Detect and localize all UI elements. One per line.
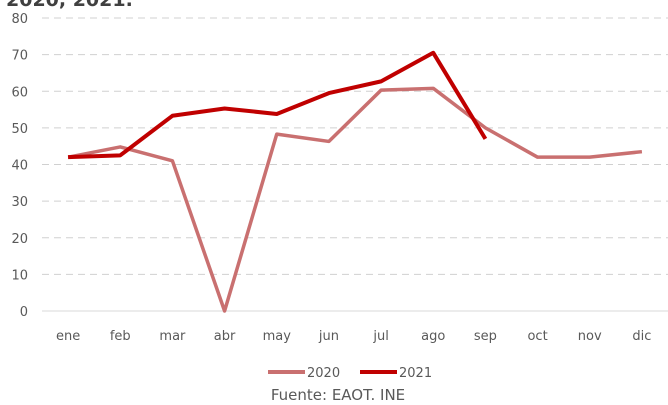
x-tick-label: dic bbox=[632, 329, 651, 344]
y-tick-label: 10 bbox=[11, 268, 28, 283]
legend-label: 2020 bbox=[307, 366, 340, 381]
y-tick-label: 40 bbox=[11, 159, 28, 174]
legend-label: 2021 bbox=[399, 366, 432, 381]
x-tick-label: ago bbox=[421, 329, 445, 344]
series-line bbox=[68, 50, 488, 160]
y-tick-label: 30 bbox=[11, 195, 28, 210]
x-tick-label: abr bbox=[214, 329, 236, 344]
y-tick-label: 20 bbox=[11, 232, 28, 247]
y-tick-label: 60 bbox=[11, 85, 28, 100]
x-tick-label: oct bbox=[527, 329, 547, 344]
x-tick-label: jun bbox=[318, 329, 339, 344]
y-tick-label: 50 bbox=[11, 122, 28, 137]
x-tick-label: jul bbox=[372, 329, 388, 344]
source: Fuente: EAOT. INE bbox=[271, 386, 405, 404]
x-tick-label: feb bbox=[110, 329, 131, 344]
x-tick-label: sep bbox=[474, 329, 497, 344]
y-tick-label: 0 bbox=[20, 305, 28, 320]
y-tick-label: 80 bbox=[11, 12, 28, 27]
y-tick-label: 70 bbox=[11, 49, 28, 64]
x-tick-label: ene bbox=[56, 329, 80, 344]
x-tick-label: nov bbox=[578, 329, 602, 344]
chart-title: 2020, 2021. bbox=[6, 0, 133, 11]
x-tick-label: may bbox=[263, 329, 292, 344]
x-tick-label: mar bbox=[159, 329, 186, 344]
series-line bbox=[67, 86, 643, 313]
